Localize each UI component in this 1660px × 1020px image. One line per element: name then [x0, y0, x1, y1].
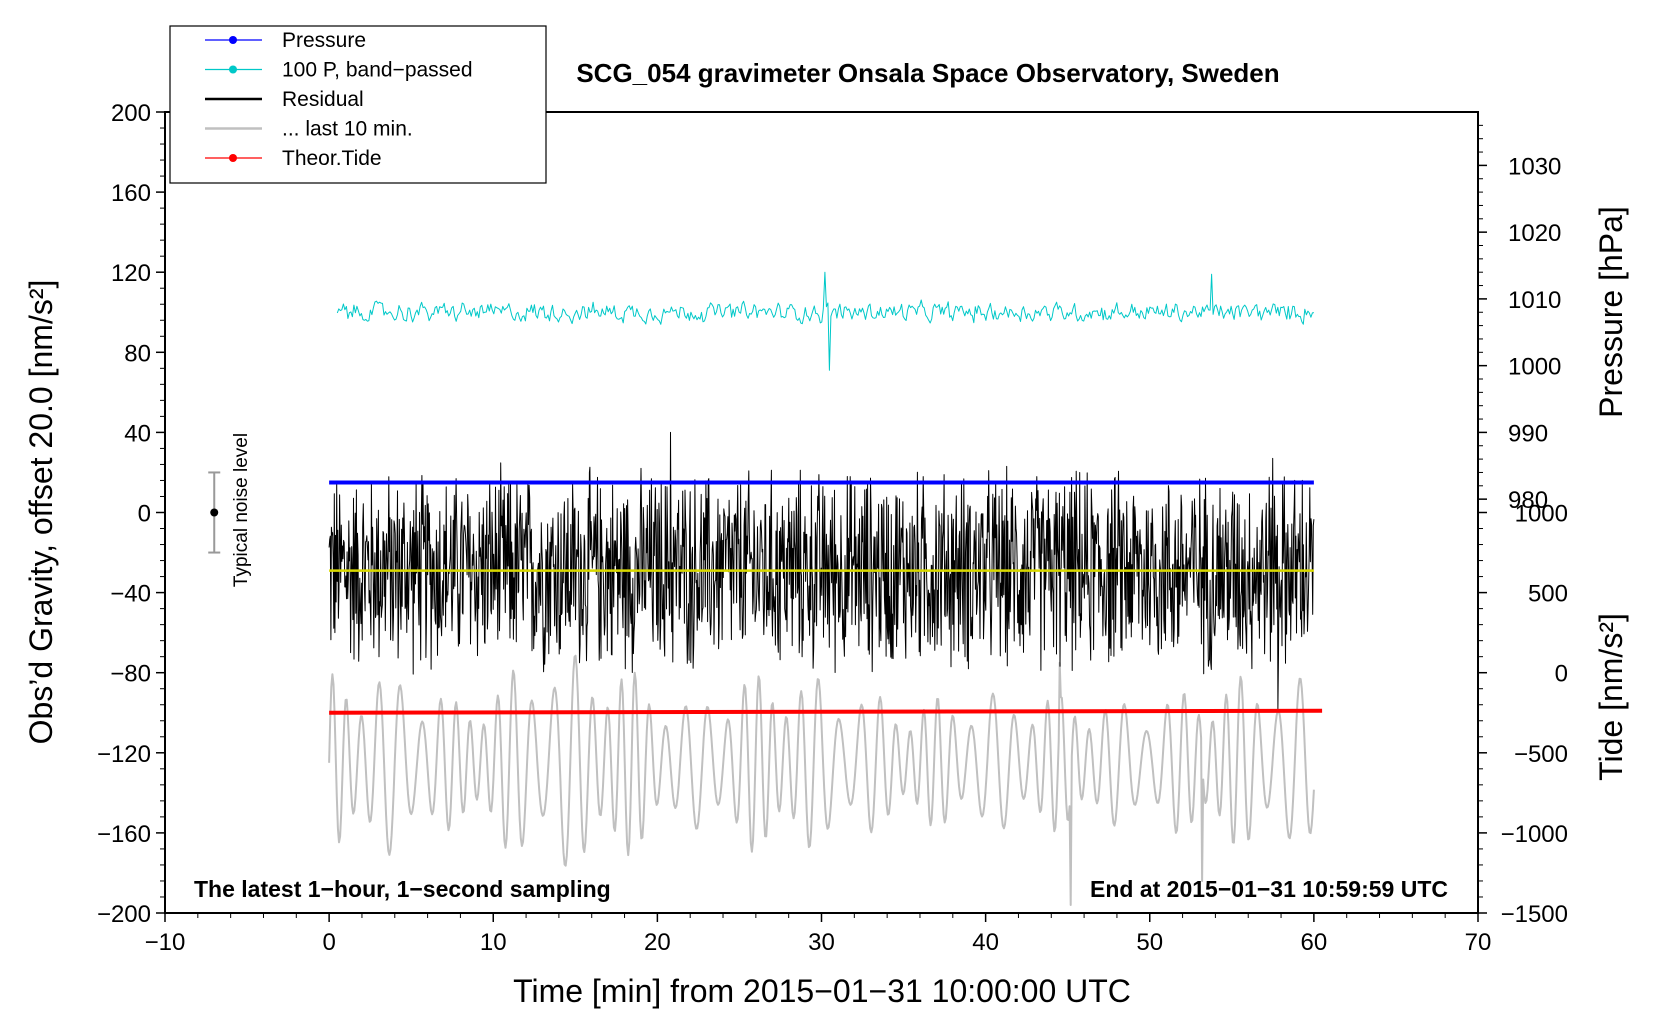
y-tick-label-left: 0: [138, 501, 151, 528]
x-axis-title: Time [min] from 2015−01−31 10:00:00 UTC: [513, 973, 1131, 1009]
y-tick-label-pressure: 1010: [1508, 287, 1561, 314]
x-tick-label: 10: [480, 929, 507, 956]
y-axis-title-pressure: Pressure [hPa]: [1593, 206, 1629, 418]
legend-label-3: ... last 10 min.: [282, 118, 413, 141]
legend-marker-1: [229, 65, 237, 74]
y-tick-label-tide: −1500: [1501, 901, 1568, 928]
series-last-10-min: [328, 654, 1315, 906]
y-tick-label-left: 40: [124, 420, 151, 447]
x-tick-label: 40: [972, 929, 999, 956]
chart-title: SCG_054 gravimeter Onsala Space Observat…: [576, 58, 1279, 88]
legend-label-0: Pressure: [282, 29, 366, 52]
y-tick-label-left: −200: [97, 901, 151, 928]
legend-marker-4: [229, 154, 237, 162]
annotation-left: The latest 1−hour, 1−second sampling: [194, 876, 611, 902]
legend-marker-0: [229, 36, 237, 44]
y-tick-label-left: −160: [97, 821, 151, 848]
y-tick-label-left: −80: [110, 661, 151, 688]
y-tick-label-left: −120: [97, 741, 151, 768]
y-axis-title-tide: Tide [nm/s²]: [1593, 613, 1629, 781]
annotation-right: End at 2015−01−31 10:59:59 UTC: [1090, 876, 1448, 902]
x-tick-label: 60: [1301, 929, 1328, 956]
y-tick-label-pressure: 990: [1508, 420, 1548, 447]
y-tick-label-pressure: 980: [1508, 487, 1548, 514]
y-tick-label-left: 200: [111, 100, 151, 127]
noise-level-label: Typical noise level: [231, 433, 252, 587]
series-band-passed: [336, 271, 1314, 371]
series-residual: [328, 431, 1315, 710]
legend: Pressure 100 P, band−passed Residual ... la…: [169, 25, 547, 184]
legend-label-2: Residual: [282, 88, 364, 111]
x-tick-label: 0: [322, 929, 335, 956]
series-theor-tide: [329, 708, 1323, 715]
noise-center-dot: [210, 508, 219, 517]
y-tick-label-tide: −500: [1514, 741, 1568, 768]
x-tick-label: 50: [1136, 929, 1163, 956]
x-tick-label: −10: [145, 929, 186, 956]
y-tick-label-tide: 1000: [1515, 501, 1568, 528]
x-tick-label: 30: [808, 929, 835, 956]
y-tick-label-left: 160: [111, 180, 151, 207]
y-tick-label-left: 120: [111, 260, 151, 287]
y-tick-label-pressure: 1030: [1508, 153, 1561, 180]
x-tick-label: 70: [1465, 929, 1492, 956]
y-tick-label-tide: −1000: [1501, 821, 1568, 848]
legend-label-1: 100 P, band−passed: [282, 59, 473, 82]
y-tick-label-pressure: 1020: [1508, 220, 1561, 247]
axes-layer: −10 0 10 20 30 40 50 60 70−200−160−120−80−400408…: [97, 100, 1568, 956]
plot-frame: [164, 111, 1479, 914]
y-tick-label-pressure: 1000: [1508, 354, 1561, 381]
data-layer: [328, 271, 1323, 906]
legend-label-4: Theor.Tide: [282, 147, 382, 170]
x-tick-label: 20: [644, 929, 671, 956]
y-tick-label-left: −40: [110, 581, 151, 608]
y-tick-label-tide: 500: [1528, 581, 1568, 608]
y-tick-label-left: 80: [124, 340, 151, 367]
y-axis-title-left: Obs’d Gravity, offset 20.0 [nm/s²]: [23, 280, 59, 745]
y-tick-label-tide: 0: [1555, 661, 1568, 688]
